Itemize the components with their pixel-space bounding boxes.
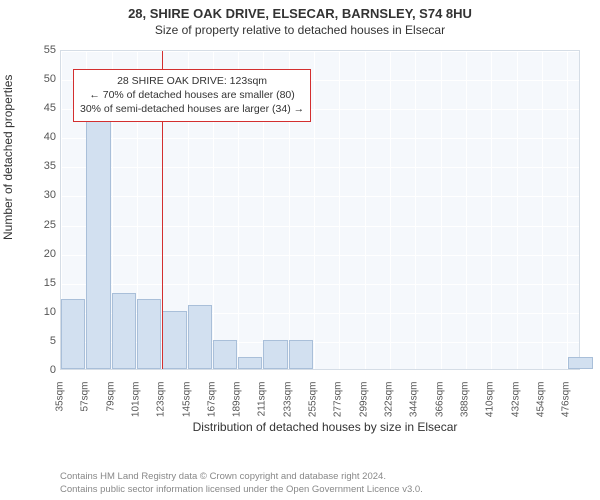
gridline-v [567,51,568,369]
x-tick-label: 277sqm [333,382,344,432]
y-tick-label: 15 [26,277,56,289]
annotation-line: 28 SHIRE OAK DRIVE: 123sqm [80,74,304,88]
histogram-bar [86,119,110,369]
x-tick-label: 344sqm [409,382,420,432]
gridline-v [365,51,366,369]
footer-line-2: Contains public sector information licen… [60,484,423,496]
x-tick-label: 189sqm [232,382,243,432]
y-tick-label: 25 [26,219,56,231]
annotation-box: 28 SHIRE OAK DRIVE: 123sqm← 70% of detac… [73,69,311,122]
histogram-bar [263,340,287,369]
gridline-v [517,51,518,369]
gridline-v [390,51,391,369]
histogram-bar [112,293,136,369]
chart-area: Number of detached properties 28 SHIRE O… [0,40,600,440]
x-tick-label: 255sqm [308,382,319,432]
gridline-h [61,138,579,139]
x-tick-label: 101sqm [130,382,141,432]
x-tick-label: 476sqm [561,382,572,432]
annotation-line: ← 70% of detached houses are smaller (80… [80,88,304,102]
x-tick-label: 410sqm [485,382,496,432]
y-tick-label: 0 [26,364,56,376]
histogram-bar [238,357,262,369]
gridline-v [339,51,340,369]
x-tick-label: 123sqm [156,382,167,432]
x-tick-label: 322sqm [384,382,395,432]
x-tick-label: 211sqm [257,382,268,432]
y-axis-label: Number of detached properties [1,75,15,240]
gridline-v [491,51,492,369]
gridline-h [61,284,579,285]
gridline-h [61,371,579,372]
y-tick-label: 20 [26,248,56,260]
histogram-bar [61,299,85,369]
x-tick-label: 145sqm [181,382,192,432]
title-sub: Size of property relative to detached ho… [0,21,600,41]
gridline-v [441,51,442,369]
plot-area: 28 SHIRE OAK DRIVE: 123sqm← 70% of detac… [60,50,580,370]
gridline-h [61,196,579,197]
x-tick-label: 79sqm [105,382,116,432]
gridline-v [542,51,543,369]
gridline-v [314,51,315,369]
histogram-bar [289,340,313,369]
y-tick-label: 50 [26,73,56,85]
footer-line-1: Contains HM Land Registry data © Crown c… [60,471,423,483]
y-tick-label: 30 [26,189,56,201]
x-tick-label: 432sqm [510,382,521,432]
x-tick-label: 299sqm [358,382,369,432]
gridline-v [415,51,416,369]
y-tick-label: 10 [26,306,56,318]
gridline-v [466,51,467,369]
x-tick-label: 233sqm [282,382,293,432]
x-tick-label: 57sqm [80,382,91,432]
x-tick-label: 35sqm [55,382,66,432]
footer-attribution: Contains HM Land Registry data © Crown c… [60,471,423,496]
y-tick-label: 55 [26,44,56,56]
gridline-h [61,226,579,227]
y-tick-label: 40 [26,131,56,143]
gridline-h [61,167,579,168]
y-tick-label: 35 [26,160,56,172]
histogram-bar [568,357,592,369]
histogram-bar [188,305,212,369]
gridline-h [61,255,579,256]
annotation-line: 30% of semi-detached houses are larger (… [80,102,304,116]
x-tick-label: 454sqm [535,382,546,432]
histogram-bar [162,311,186,369]
histogram-bar [137,299,161,369]
x-tick-label: 388sqm [459,382,470,432]
y-tick-label: 5 [26,335,56,347]
gridline-h [61,51,579,52]
x-tick-label: 366sqm [434,382,445,432]
title-main: 28, SHIRE OAK DRIVE, ELSECAR, BARNSLEY, … [0,0,600,21]
y-tick-label: 45 [26,102,56,114]
x-tick-label: 167sqm [206,382,217,432]
histogram-bar [213,340,237,369]
